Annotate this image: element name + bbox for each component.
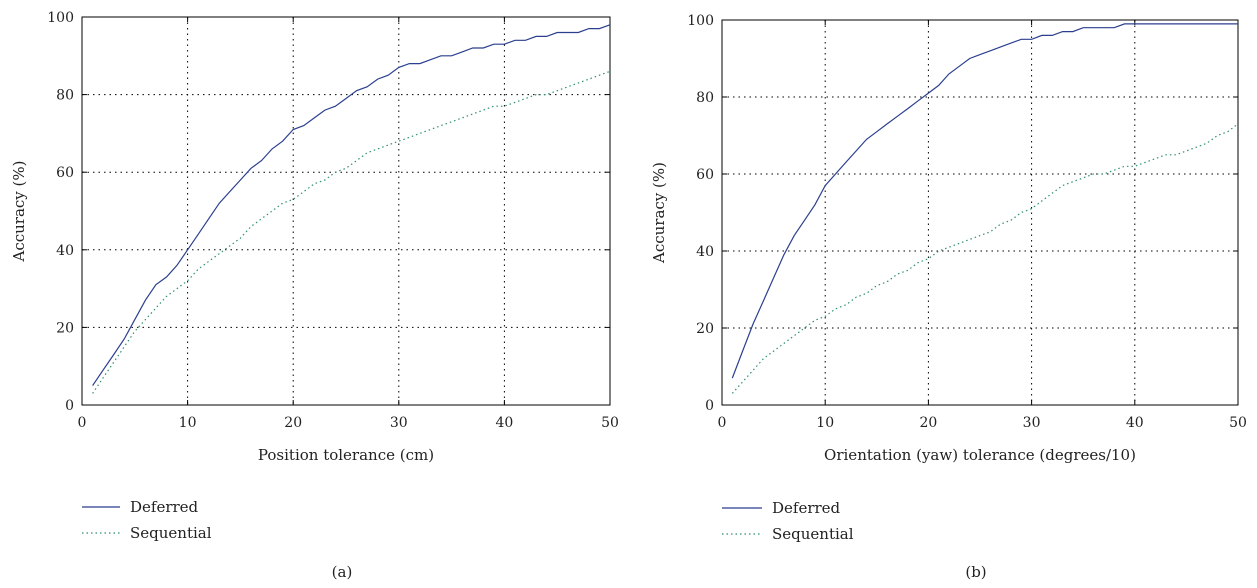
series-line-sequential [92,70,611,394]
panel-label: (b) [965,563,986,581]
series-line-deferred [731,23,1238,379]
y-tick-label: 100 [47,10,74,26]
x-tick-label: 50 [601,415,619,431]
x-tick-label: 20 [919,415,937,431]
plot-frame [81,16,611,406]
y-tick-label: 40 [56,243,74,259]
x-tick-label: 40 [495,415,513,431]
y-axis-label: Accuracy (%) [650,162,668,264]
y-tick-label: 40 [696,244,714,260]
chart-panel-a: 0 10 20 30 40 50 0 20 40 60 80 100 Position toleranc… [10,10,619,581]
x-tick-label: 30 [390,415,408,431]
legend-label-deferred: Deferred [772,499,841,517]
x-tick-label: 40 [1126,415,1144,431]
x-tick-label: 10 [179,415,197,431]
x-tick-label: 50 [1229,415,1247,431]
y-axis-label: Accuracy (%) [10,160,28,262]
y-tick-label: 0 [65,398,74,414]
legend-label-sequential: Sequential [772,525,854,543]
x-tick-label: 0 [718,415,727,431]
y-tick-label: 60 [696,167,714,183]
series-line-sequential [731,123,1239,394]
legend-label-sequential: Sequential [130,524,212,542]
legend-label-deferred: Deferred [130,498,199,516]
x-tick-label: 20 [284,415,302,431]
y-tick-label: 20 [56,320,74,336]
chart-panel-b: 0 10 20 30 40 50 0 20 40 60 80 100 Orientation (yaw)… [650,13,1247,581]
plot-frame [721,19,1239,406]
y-tick-label: 80 [696,90,714,106]
x-tick-label: 10 [816,415,834,431]
panel-label: (a) [332,563,353,581]
x-axis-label: Orientation (yaw) tolerance (degrees/10) [824,446,1136,464]
y-tick-label: 100 [687,13,714,29]
y-tick-label: 60 [56,165,74,181]
series-line-deferred [92,24,611,386]
y-tick-label: 80 [56,88,74,104]
x-axis-label: Position tolerance (cm) [258,446,434,464]
x-tick-label: 30 [1023,415,1041,431]
y-tick-label: 0 [705,398,714,414]
x-tick-label: 0 [78,415,87,431]
y-tick-label: 20 [696,321,714,337]
